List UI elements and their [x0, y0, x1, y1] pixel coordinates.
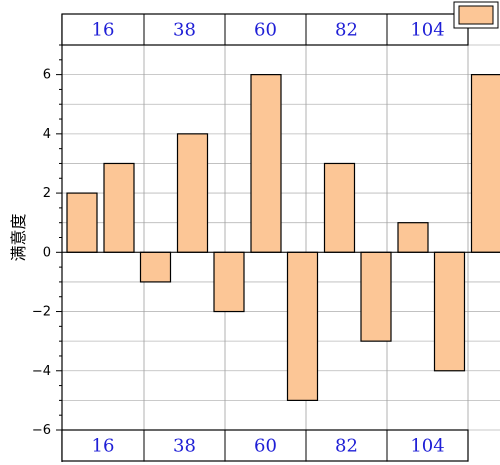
y-tick-label: 0: [43, 245, 51, 260]
category-label: 38: [173, 436, 196, 457]
category-strip-frame: [61, 429, 469, 462]
bar: [103, 162, 135, 253]
bar: [176, 133, 209, 253]
category-label: 104: [410, 436, 444, 457]
category-label: 16: [92, 20, 115, 41]
bar: [66, 192, 98, 253]
category-label: 60: [254, 436, 277, 457]
bar: [433, 251, 466, 372]
y-tick-label: 6: [43, 68, 51, 83]
bar: [360, 251, 392, 342]
category-strip-frame: [61, 13, 469, 46]
legend: [453, 1, 499, 29]
category-label: 16: [92, 436, 115, 457]
bar: [470, 74, 500, 253]
bar: [139, 251, 172, 283]
bar: [397, 222, 429, 253]
category-strip-bottom: 16 38 60 82 104: [61, 429, 469, 462]
category-label: 38: [173, 20, 196, 41]
bars: [66, 74, 500, 401]
y-axis-label: 满意度: [9, 213, 28, 261]
bar: [286, 251, 319, 401]
bar: [250, 74, 282, 253]
y-tick-label: −2: [32, 305, 51, 320]
category-label: 82: [335, 20, 358, 41]
bar: [323, 162, 356, 253]
legend-swatch: [458, 5, 494, 25]
y-tick-label: 4: [43, 127, 51, 142]
y-tick-label: −6: [32, 423, 51, 438]
category-strip-top: 16 38 60 82 104: [61, 13, 469, 46]
category-label: 60: [254, 20, 277, 41]
bar: [213, 251, 245, 313]
axes: −6 −4 −2 0 2 4 6: [32, 14, 500, 462]
y-tick-label: 2: [43, 186, 51, 201]
category-label: 82: [335, 436, 358, 457]
category-label: 104: [410, 20, 444, 41]
y-tick-label: −4: [32, 364, 51, 379]
